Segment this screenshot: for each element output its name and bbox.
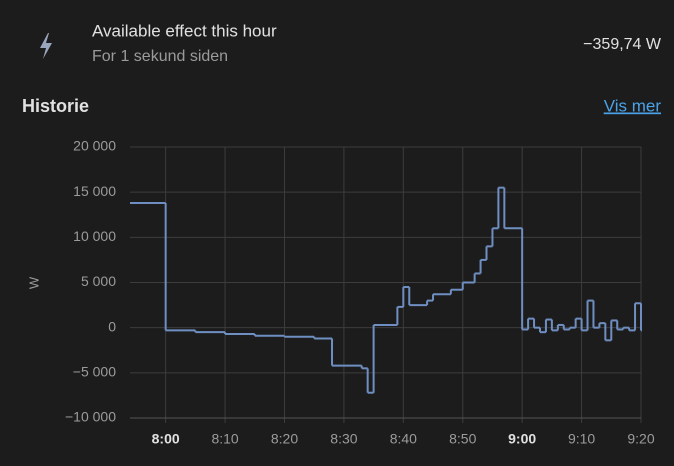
x-tick-label: 8:10 xyxy=(211,431,238,447)
history-title: Historie xyxy=(22,96,89,116)
show-more-link[interactable]: Vis mer xyxy=(604,96,662,115)
x-tick-label: 8:30 xyxy=(330,431,357,447)
y-tick-label: 20 000 xyxy=(73,138,116,154)
x-tick-label: 8:50 xyxy=(449,431,476,447)
x-tick-label: 9:20 xyxy=(627,431,654,447)
last-changed: For 1 sekund siden xyxy=(92,48,228,65)
y-tick-label: 5 000 xyxy=(81,273,116,289)
x-tick-label: 9:10 xyxy=(568,431,595,447)
x-tick-label: 8:40 xyxy=(390,431,417,447)
x-tick-label: 9:00 xyxy=(508,431,536,447)
x-tick-label: 8:20 xyxy=(271,431,298,447)
y-tick-label: −10 000 xyxy=(65,409,116,425)
y-tick-label: −5 000 xyxy=(73,364,116,380)
lightning-icon xyxy=(40,33,52,59)
state-value: −359,74 W xyxy=(583,36,662,53)
x-tick-label: 8:00 xyxy=(152,431,180,447)
entity-name: Available effect this hour xyxy=(92,21,277,40)
y-tick-label: 0 xyxy=(108,318,116,334)
y-tick-label: 15 000 xyxy=(73,183,116,199)
y-tick-label: 10 000 xyxy=(73,228,116,244)
y-axis-label: W xyxy=(26,276,41,289)
